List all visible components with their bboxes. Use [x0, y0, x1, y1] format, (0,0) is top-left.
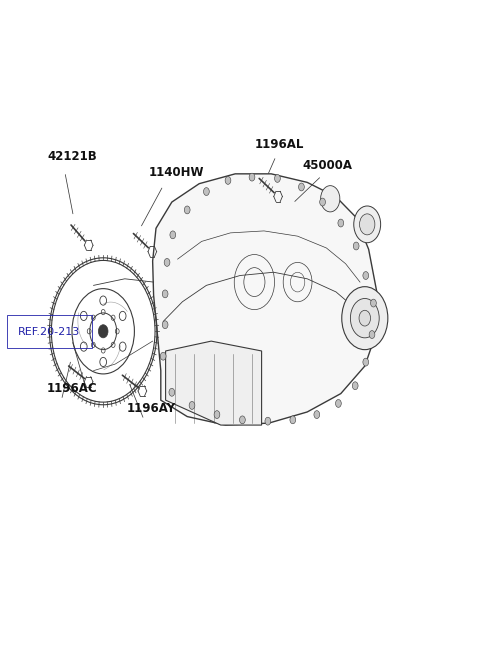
Text: REF.20-213: REF.20-213	[18, 327, 81, 337]
Text: 45000A: 45000A	[302, 159, 352, 173]
Circle shape	[265, 417, 271, 425]
Circle shape	[299, 183, 304, 191]
Circle shape	[225, 176, 231, 184]
Circle shape	[314, 411, 320, 419]
Circle shape	[350, 298, 379, 338]
Circle shape	[162, 321, 168, 329]
Polygon shape	[153, 174, 377, 425]
Text: 1196AC: 1196AC	[47, 382, 97, 396]
Circle shape	[342, 287, 388, 350]
Circle shape	[162, 290, 168, 298]
Circle shape	[354, 206, 381, 243]
Circle shape	[290, 416, 296, 424]
Circle shape	[336, 400, 341, 407]
Text: 1196AL: 1196AL	[254, 138, 304, 151]
Circle shape	[360, 214, 375, 235]
Circle shape	[352, 382, 358, 390]
Circle shape	[189, 401, 195, 409]
Text: 1140HW: 1140HW	[149, 166, 204, 179]
Circle shape	[184, 206, 190, 214]
Circle shape	[164, 258, 170, 266]
Circle shape	[249, 173, 255, 181]
Circle shape	[214, 411, 220, 419]
Circle shape	[321, 186, 340, 212]
Circle shape	[160, 352, 166, 360]
Circle shape	[320, 198, 325, 206]
Circle shape	[353, 242, 359, 250]
Circle shape	[369, 331, 375, 338]
Circle shape	[170, 231, 176, 239]
Circle shape	[98, 325, 108, 338]
Circle shape	[275, 174, 280, 182]
Text: 42121B: 42121B	[47, 150, 97, 163]
Circle shape	[371, 299, 376, 307]
Circle shape	[363, 272, 369, 279]
Circle shape	[204, 188, 209, 195]
Circle shape	[363, 358, 369, 366]
Circle shape	[169, 388, 175, 396]
Circle shape	[240, 416, 245, 424]
Circle shape	[338, 219, 344, 227]
Polygon shape	[166, 341, 262, 425]
Text: 1196AY: 1196AY	[126, 402, 175, 415]
Circle shape	[359, 310, 371, 326]
